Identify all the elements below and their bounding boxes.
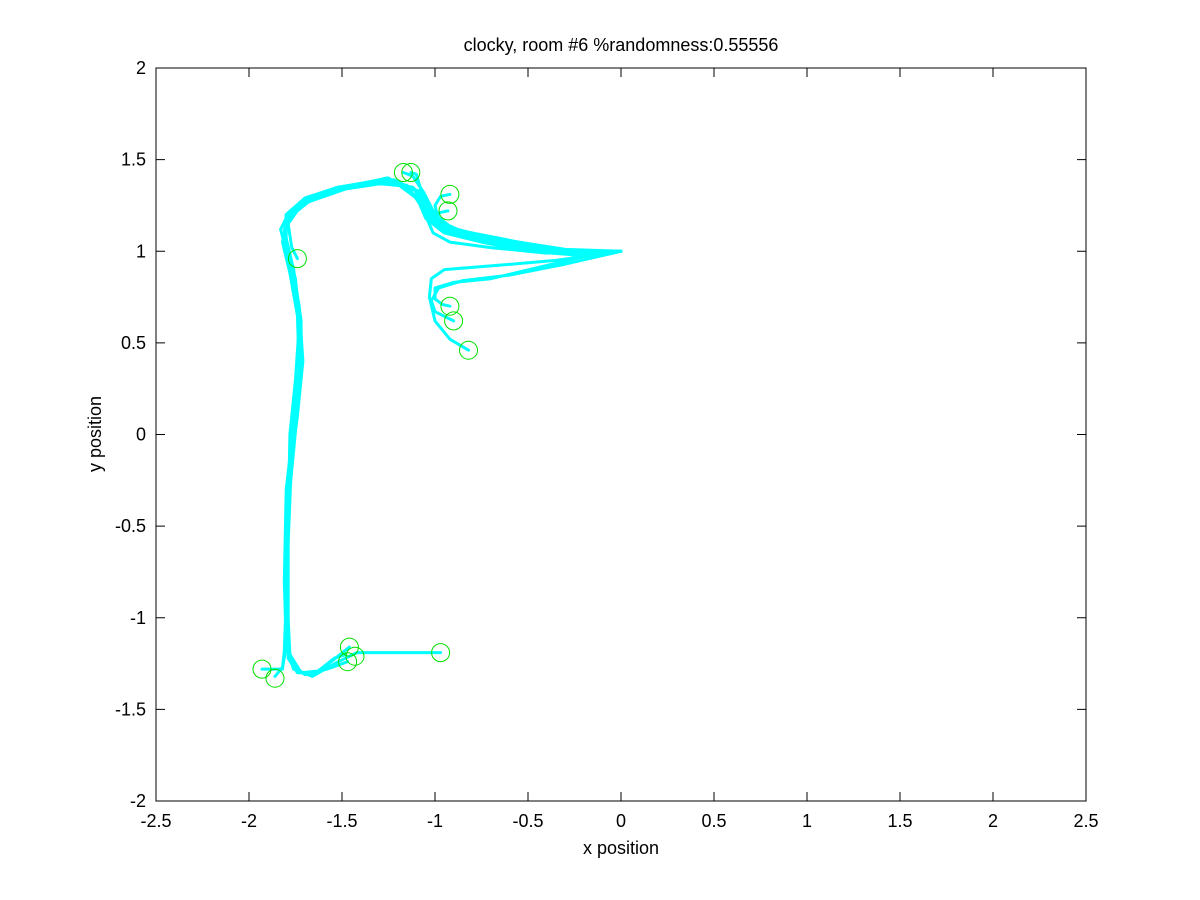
endpoint-marker-4 (438, 201, 458, 221)
endpoint-marker-9 (339, 637, 359, 657)
endpoint-marker-2 (401, 163, 421, 182)
chart-title: clocky, room #6 %randomness:0.55556 (464, 35, 779, 55)
y-tick-label: -0.5 (115, 516, 146, 536)
endpoint-marker-10 (345, 646, 365, 666)
endpoint-marker-12 (431, 643, 451, 663)
endpoint-marker-13 (252, 659, 272, 679)
y-axis-label: y position (85, 396, 105, 472)
x-axis-ticks: -2.5 -2 -1.5 -1 -0.5 0 0.5 1 1.5 2 2.5 (140, 68, 1099, 831)
y-tick-label: 0 (136, 425, 146, 445)
x-tick-label: 1 (802, 811, 812, 831)
y-tick-label: 2 (136, 58, 146, 78)
endpoint-marker-8 (459, 340, 478, 360)
endpoint-marker-5 (287, 249, 307, 269)
trajectory-line-12 (429, 249, 623, 323)
y-tick-label: 1.5 (121, 150, 146, 170)
plot-area (156, 68, 1086, 801)
x-tick-label: -1 (427, 811, 443, 831)
y-tick-label: 1 (136, 241, 146, 261)
x-axis-label: x position (583, 838, 659, 858)
y-tick-label: -2 (130, 791, 146, 811)
y-tick-label: -1.5 (115, 699, 146, 719)
endpoint-marker-1 (393, 163, 413, 182)
x-tick-label: 2 (988, 811, 998, 831)
endpoint-marker-group (252, 163, 478, 688)
endpoint-marker-11 (338, 652, 358, 672)
endpoint-marker-6 (440, 296, 460, 316)
x-tick-label: 2.5 (1073, 811, 1098, 831)
x-tick-label: 1.5 (887, 811, 912, 831)
x-tick-label: 0.5 (701, 811, 726, 831)
endpoint-marker-3 (440, 184, 460, 204)
x-tick-label: -2 (241, 811, 257, 831)
x-tick-label: -0.5 (512, 811, 543, 831)
endpoint-marker-14 (265, 668, 285, 688)
y-tick-label: -1 (130, 608, 146, 628)
trajectory-line-13 (427, 249, 623, 352)
x-tick-label: 0 (616, 811, 626, 831)
y-axis-ticks: -2 -1.5 -1 -0.5 0 0.5 1 1.5 2 (115, 58, 1086, 811)
y-tick-label: 0.5 (121, 333, 146, 353)
x-tick-label: -2.5 (140, 811, 171, 831)
x-tick-label: -1.5 (326, 811, 357, 831)
endpoint-marker-7 (444, 311, 464, 331)
